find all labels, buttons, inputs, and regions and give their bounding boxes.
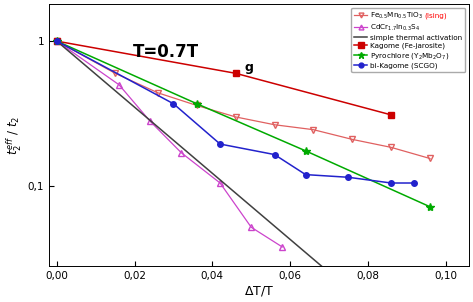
- Text: g: g: [244, 61, 253, 74]
- Text: (Ising): (Ising): [424, 12, 447, 19]
- Y-axis label: $t_2^{eff}$ / $t_2$: $t_2^{eff}$ / $t_2$: [4, 116, 24, 155]
- Legend: Fe$_{0.5}$Mn$_{0.5}$TiO$_3$ , CdCr$_{1.7}$In$_{0.3}$S$_4$, simple thermal activa: Fe$_{0.5}$Mn$_{0.5}$TiO$_3$ , CdCr$_{1.7…: [351, 8, 465, 72]
- X-axis label: $\Delta$T/T: $\Delta$T/T: [244, 284, 274, 298]
- Text: T=0.7T: T=0.7T: [133, 43, 199, 61]
